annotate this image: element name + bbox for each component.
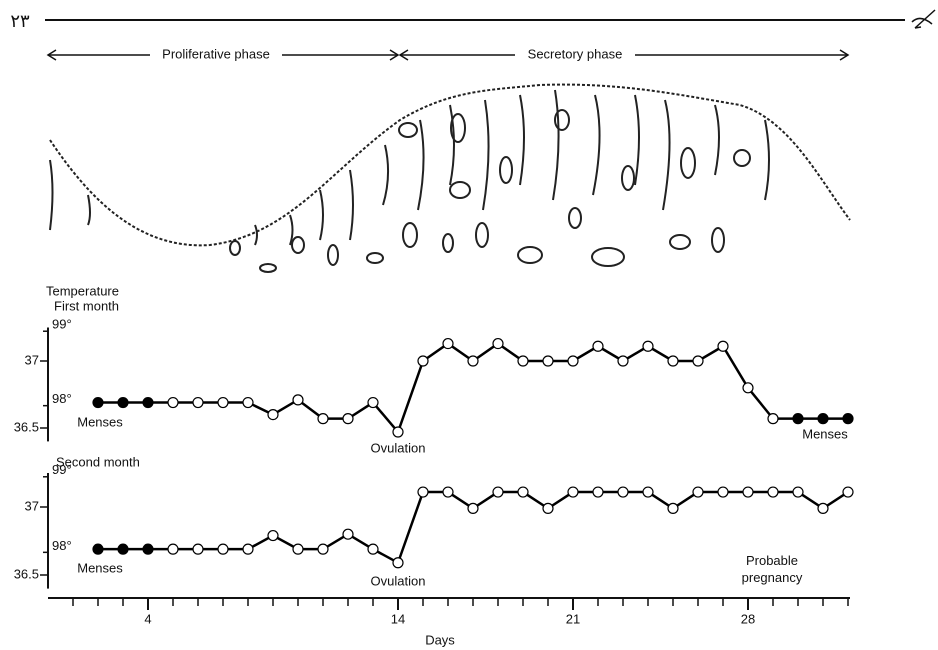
data-point bbox=[817, 413, 829, 425]
data-point bbox=[717, 486, 729, 498]
data-point bbox=[292, 394, 304, 406]
annotation: Menses bbox=[77, 414, 123, 429]
data-point bbox=[117, 396, 129, 409]
y-tick-label: 36.5 bbox=[14, 419, 39, 434]
data-point bbox=[592, 486, 604, 498]
annotation: Menses bbox=[802, 426, 848, 441]
temperature-line bbox=[98, 490, 849, 565]
data-point bbox=[717, 340, 729, 352]
x-axis-label: Days bbox=[425, 632, 455, 647]
data-point bbox=[167, 543, 179, 555]
annotation: Menses bbox=[77, 560, 123, 575]
x-tick-label: 4 bbox=[144, 611, 151, 626]
chart-title: Temperature bbox=[46, 283, 119, 298]
data-point bbox=[792, 486, 804, 498]
data-point bbox=[492, 337, 504, 350]
data-point bbox=[442, 486, 454, 498]
phase-arrows bbox=[46, 49, 850, 61]
data-point bbox=[767, 486, 779, 498]
data-point bbox=[267, 529, 279, 542]
data-point bbox=[442, 337, 454, 350]
data-point bbox=[92, 543, 104, 555]
y2-tick-label: 99° bbox=[52, 462, 72, 477]
data-point bbox=[617, 486, 629, 498]
x-tick-label: 21 bbox=[566, 611, 580, 626]
data-point bbox=[117, 543, 129, 555]
data-point bbox=[542, 355, 554, 367]
data-point bbox=[842, 486, 854, 498]
data-point bbox=[317, 413, 329, 425]
pencil-icon bbox=[911, 9, 936, 29]
data-point bbox=[592, 340, 604, 352]
y2-tick-label: 98° bbox=[52, 391, 72, 406]
data-point bbox=[617, 355, 629, 367]
data-point bbox=[342, 528, 354, 540]
data-point bbox=[192, 543, 204, 555]
data-point bbox=[342, 413, 354, 425]
data-point bbox=[517, 355, 529, 367]
data-point bbox=[367, 543, 379, 555]
phase-label: Secretory phase bbox=[528, 46, 623, 61]
annotation: Probable pregnancy bbox=[742, 553, 803, 585]
data-point bbox=[217, 396, 229, 409]
data-point bbox=[142, 543, 154, 555]
data-point bbox=[317, 543, 329, 555]
data-point bbox=[417, 355, 429, 367]
chart-title: Second month bbox=[56, 454, 140, 469]
y2-tick-label: 99° bbox=[52, 317, 72, 332]
y-tick-label: 37 bbox=[25, 352, 39, 367]
data-point bbox=[267, 409, 279, 421]
data-point bbox=[92, 396, 104, 409]
data-point bbox=[367, 396, 379, 409]
data-point bbox=[467, 502, 479, 514]
endometrium-illustration bbox=[49, 83, 851, 273]
annotation: Ovulation bbox=[371, 440, 426, 455]
data-point bbox=[817, 502, 829, 514]
data-point bbox=[167, 396, 179, 409]
data-point bbox=[417, 486, 429, 498]
data-point bbox=[792, 413, 804, 425]
data-point bbox=[642, 486, 654, 498]
y2-tick-label: 98° bbox=[52, 538, 72, 553]
data-point bbox=[667, 355, 679, 367]
data-point bbox=[392, 557, 404, 569]
data-point bbox=[667, 502, 679, 514]
data-point bbox=[567, 355, 579, 367]
page-number: ٢٣ bbox=[10, 11, 30, 31]
data-point bbox=[567, 486, 579, 498]
data-point bbox=[242, 396, 254, 409]
data-point bbox=[742, 382, 754, 394]
data-point bbox=[692, 486, 704, 498]
data-point bbox=[692, 355, 704, 367]
y-tick-label: 37 bbox=[25, 498, 39, 513]
data-point bbox=[517, 486, 529, 498]
phase-label: Proliferative phase bbox=[162, 46, 270, 61]
data-point bbox=[492, 486, 504, 498]
data-point bbox=[742, 486, 754, 498]
chart-subtitle: First month bbox=[54, 298, 119, 313]
y-tick-label: 36.5 bbox=[14, 566, 39, 581]
data-point bbox=[392, 426, 404, 438]
data-point bbox=[642, 340, 654, 352]
x-tick-label: 14 bbox=[391, 611, 405, 626]
annotation: Ovulation bbox=[371, 573, 426, 588]
data-point bbox=[842, 413, 854, 425]
data-point bbox=[192, 396, 204, 409]
data-point bbox=[217, 543, 229, 555]
data-point bbox=[142, 396, 154, 409]
data-point bbox=[242, 543, 254, 555]
data-point bbox=[767, 413, 779, 425]
data-point bbox=[467, 355, 479, 367]
data-point bbox=[292, 543, 304, 555]
x-tick-label: 28 bbox=[741, 611, 755, 626]
data-point bbox=[542, 502, 554, 514]
